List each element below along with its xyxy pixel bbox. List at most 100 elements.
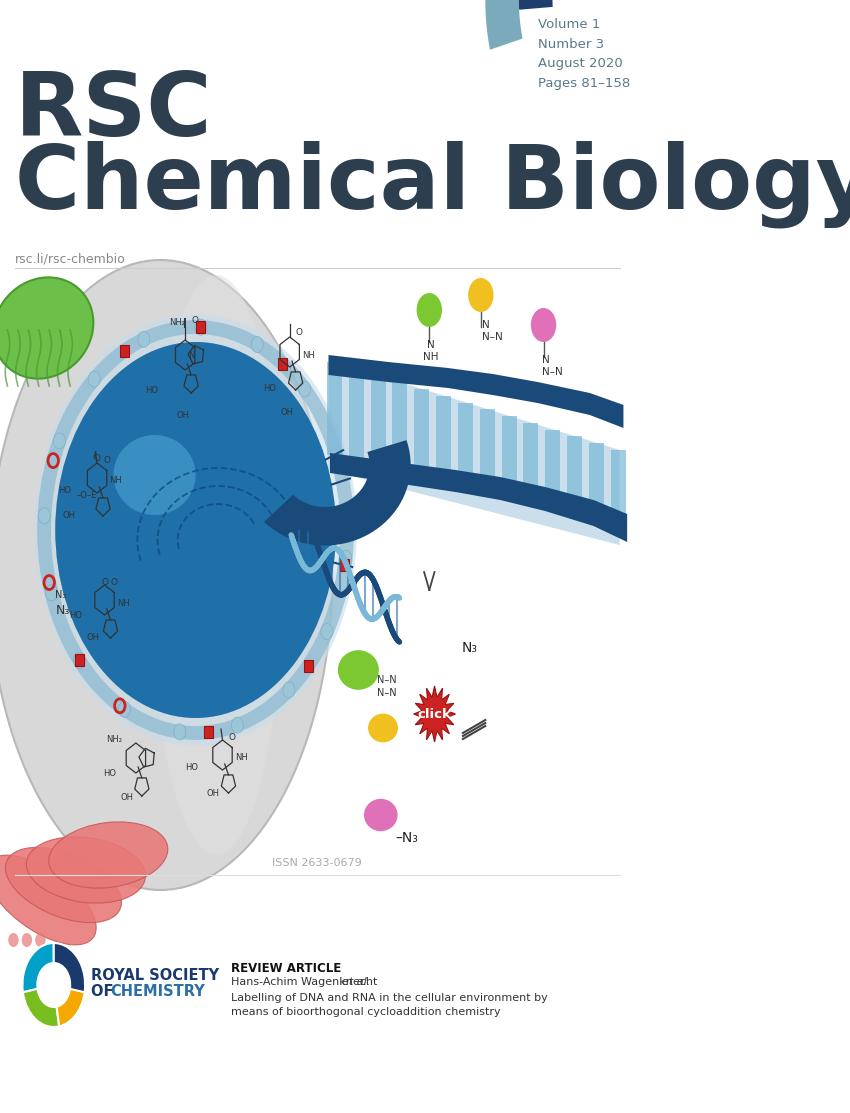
Circle shape	[252, 336, 264, 353]
Polygon shape	[567, 436, 582, 514]
FancyBboxPatch shape	[278, 357, 287, 370]
Polygon shape	[414, 390, 429, 476]
Text: –O–E: –O–E	[76, 491, 97, 500]
Circle shape	[100, 402, 292, 658]
Circle shape	[416, 293, 442, 327]
Wedge shape	[23, 988, 60, 1027]
Text: N–N: N–N	[377, 688, 397, 698]
Circle shape	[298, 381, 310, 397]
Text: OH: OH	[62, 511, 75, 520]
Text: N₃: N₃	[54, 590, 66, 600]
Circle shape	[35, 933, 46, 947]
Text: O: O	[229, 732, 235, 741]
Ellipse shape	[5, 847, 122, 923]
Text: HO: HO	[70, 611, 82, 620]
Circle shape	[173, 723, 186, 740]
Ellipse shape	[114, 435, 196, 515]
Text: HO: HO	[59, 485, 71, 494]
Circle shape	[283, 682, 295, 698]
Text: O: O	[94, 453, 100, 463]
Circle shape	[88, 371, 100, 387]
Ellipse shape	[368, 713, 398, 742]
Polygon shape	[327, 362, 342, 455]
Text: OF: OF	[91, 984, 119, 999]
Text: NH: NH	[302, 351, 314, 359]
Text: N
NH: N NH	[423, 339, 439, 362]
Circle shape	[531, 308, 556, 342]
Text: O: O	[103, 455, 110, 464]
Polygon shape	[328, 355, 623, 429]
Polygon shape	[348, 368, 364, 461]
Text: NH₂: NH₂	[106, 736, 122, 745]
Circle shape	[21, 933, 32, 947]
FancyBboxPatch shape	[204, 726, 213, 738]
Text: Volume 1
Number 3
August 2020
Pages 81–158: Volume 1 Number 3 August 2020 Pages 81–1…	[537, 18, 630, 89]
Circle shape	[340, 550, 352, 567]
Ellipse shape	[48, 821, 167, 888]
Polygon shape	[611, 450, 626, 525]
Text: OH: OH	[207, 788, 219, 798]
Text: ROYAL SOCIETY: ROYAL SOCIETY	[91, 968, 219, 983]
Circle shape	[195, 319, 207, 335]
Text: O: O	[101, 578, 108, 587]
Ellipse shape	[150, 275, 284, 855]
Polygon shape	[414, 686, 456, 742]
Text: N₃: N₃	[462, 641, 478, 654]
Polygon shape	[518, 0, 622, 10]
Ellipse shape	[0, 855, 96, 945]
Circle shape	[118, 701, 130, 717]
Text: NH: NH	[117, 599, 130, 608]
Text: OH: OH	[177, 411, 190, 420]
Ellipse shape	[0, 260, 332, 890]
Polygon shape	[502, 416, 517, 499]
Text: N
N–N: N N–N	[542, 355, 563, 376]
Text: REVIEW ARTICLE: REVIEW ARTICLE	[231, 962, 342, 975]
Text: NH: NH	[109, 475, 122, 484]
Ellipse shape	[337, 650, 379, 690]
Polygon shape	[330, 453, 627, 542]
Polygon shape	[436, 396, 451, 482]
Circle shape	[341, 522, 353, 538]
Text: NH₂: NH₂	[169, 317, 185, 326]
Ellipse shape	[0, 277, 94, 378]
Text: Labelling of DNA and RNA in the cellular environment by: Labelling of DNA and RNA in the cellular…	[231, 993, 548, 1003]
Wedge shape	[54, 943, 85, 993]
Text: O: O	[110, 578, 118, 587]
Circle shape	[231, 717, 243, 733]
Polygon shape	[485, 0, 627, 50]
Text: CHEMISTRY: CHEMISTRY	[110, 984, 205, 999]
Circle shape	[468, 278, 494, 312]
Text: et al.: et al.	[342, 977, 371, 987]
Text: Chemical Biology: Chemical Biology	[15, 140, 850, 227]
Text: Hans-Achim Wagenknecht: Hans-Achim Wagenknecht	[231, 977, 382, 987]
Text: OH: OH	[121, 794, 133, 802]
Circle shape	[330, 446, 342, 462]
Circle shape	[74, 652, 86, 669]
Text: rsc.li/rsc-chembio: rsc.li/rsc-chembio	[15, 252, 126, 265]
Text: click: click	[417, 708, 451, 720]
Text: HO: HO	[185, 764, 198, 772]
Circle shape	[138, 332, 150, 347]
Polygon shape	[524, 423, 538, 503]
Text: N
N–N: N N–N	[482, 321, 503, 342]
Text: OH: OH	[281, 407, 294, 416]
Text: NH: NH	[235, 754, 248, 762]
Circle shape	[8, 933, 19, 947]
Circle shape	[55, 342, 336, 718]
Polygon shape	[458, 403, 473, 487]
Wedge shape	[57, 985, 85, 1026]
Polygon shape	[545, 430, 560, 509]
Text: –N₃: –N₃	[396, 831, 418, 845]
FancyBboxPatch shape	[340, 559, 349, 571]
Polygon shape	[393, 382, 407, 471]
FancyBboxPatch shape	[75, 654, 84, 667]
Polygon shape	[479, 410, 495, 493]
Polygon shape	[371, 375, 386, 465]
Wedge shape	[22, 943, 54, 993]
Text: HO: HO	[264, 384, 276, 393]
Text: O: O	[295, 327, 302, 336]
Text: N₃: N₃	[56, 603, 71, 617]
Circle shape	[71, 362, 321, 698]
Circle shape	[85, 382, 306, 678]
Polygon shape	[589, 443, 604, 520]
